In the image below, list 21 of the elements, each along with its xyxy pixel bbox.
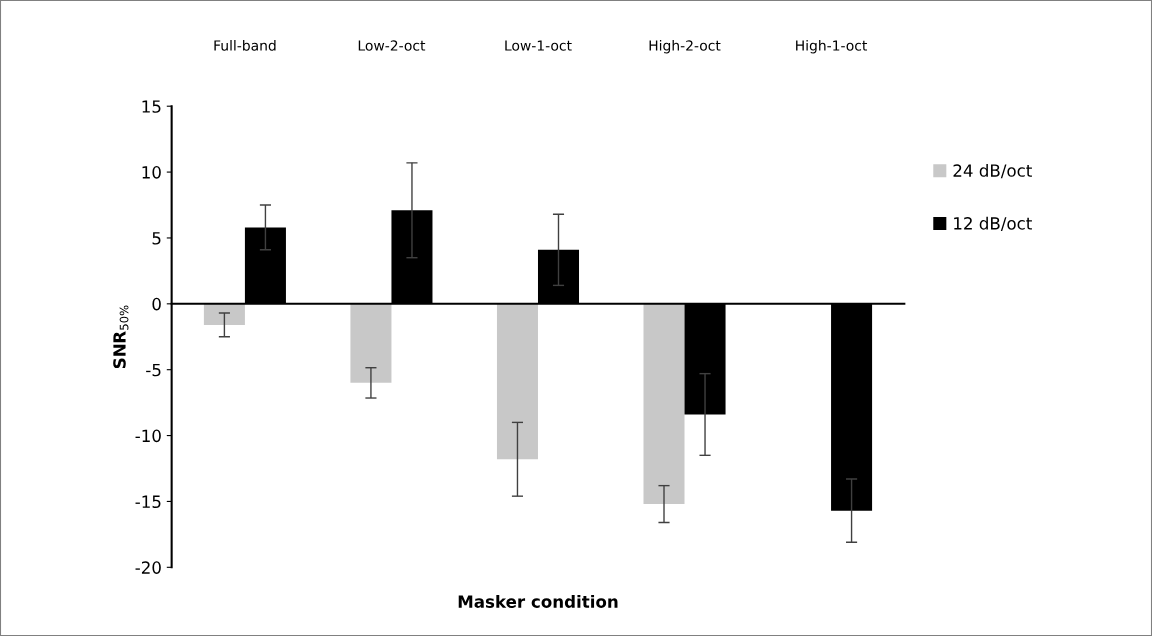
bar [350, 303, 392, 383]
x-tick-label: Low-1-oct [505, 40, 572, 51]
bar [496, 303, 538, 460]
y-axis-title: SNR$_{50%}$ [113, 305, 129, 369]
y-tick-label: -20 [135, 561, 161, 574]
bar [203, 303, 245, 325]
y-tick-label: 15 [142, 100, 161, 113]
y-tick-label: 10 [142, 166, 161, 179]
legend-label: 24 dB/oct [953, 163, 1032, 179]
legend-label: 12 dB/oct [954, 216, 1032, 231]
x-tick-label: High-2-oct [649, 39, 721, 54]
y-tick-label: 0 [152, 297, 161, 311]
x-tick-label: Full-band [214, 39, 276, 51]
y-tick-label: 5 [152, 232, 161, 245]
x-tick-label: Low-2-oct [358, 40, 426, 51]
x-axis-title: Masker condition [458, 594, 618, 608]
y-tick-label: -10 [135, 429, 161, 443]
x-tick-label: High-1-oct [796, 39, 868, 54]
bar [643, 303, 685, 505]
y-tick-label: -15 [135, 495, 161, 509]
y-tick-label: -5 [146, 363, 161, 377]
